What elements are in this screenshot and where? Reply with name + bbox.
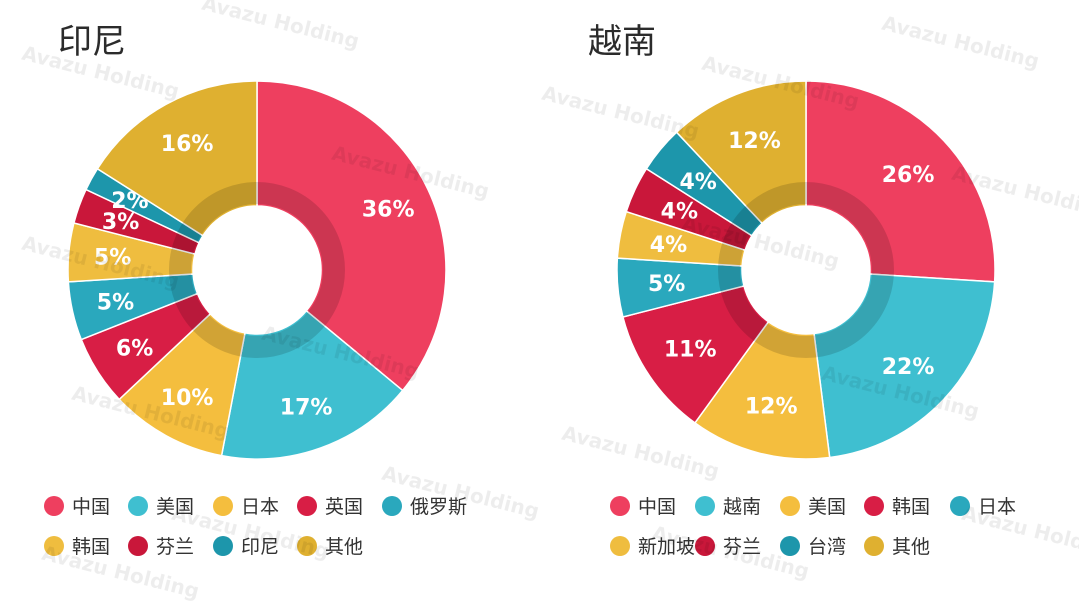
chart-title: 印尼 [58,22,126,62]
data-label-中国: 36% [362,197,415,222]
legend-item: 美国 [780,492,846,519]
legend-swatch [297,535,317,556]
legend-item: 其他 [297,532,363,559]
legend-swatch [610,495,630,516]
legend-label: 越南 [723,496,762,518]
legend-swatch [213,535,233,556]
data-label-越南: 22% [882,355,935,380]
donut-chart-indonesia: 36%17%10%6%5%5%3%2%16% [67,80,447,460]
legend-item: 俄罗斯 [382,492,467,519]
data-label-新加坡: 4% [650,233,687,258]
legend-label: 芬兰 [723,536,762,558]
chart-panel-indonesia: 印尼 36% 17% 10% 6% 5% 5% 3% 2% 16% 中国 美国 日本 英国 俄罗斯 韩国芬… [0,0,540,584]
legend-label: 俄罗斯 [410,496,468,518]
legend-label: 美国 [808,496,847,518]
legend-swatch [610,535,630,556]
data-label-英国: 6% [116,337,153,362]
data-label-芬兰: 3% [102,210,139,235]
legend-indonesia: 中国 美国 日本 英国 俄罗斯韩国 芬兰 印尼 其他 [0,486,540,576]
legend-swatch [695,495,715,516]
legend-swatch [128,535,148,556]
data-label-台湾: 4% [679,170,716,195]
legend-item: 台湾 [780,532,846,559]
legend-item: 美国 [128,492,194,519]
legend-label: 韩国 [892,496,931,518]
inner-shadow-ring [718,182,894,358]
legend-swatch [695,535,715,556]
legend-item: 中国 [44,492,110,519]
legend-swatch [864,495,884,516]
legend-label: 中国 [72,496,111,518]
legend-swatch [297,495,317,516]
legend-item: 韩国 [864,492,930,519]
donut-hole [193,206,321,334]
legend-label: 芬兰 [156,536,195,558]
legend-swatch [864,535,884,556]
legend-item: 越南 [695,492,761,519]
legend-label: 英国 [325,496,364,518]
legend-label: 台湾 [808,536,847,558]
legend-swatch [780,495,800,516]
legend-item: 日本 [213,492,279,519]
legend-label: 日本 [241,496,280,518]
data-label-中国: 26% [882,163,935,188]
data-label-芬兰: 4% [661,199,698,224]
legend-swatch [44,495,64,516]
legend-vietnam: 中国 越南 美国 韩国 日本新加坡 芬兰 台湾 其他 [540,486,1079,576]
legend-label: 其他 [325,536,364,558]
legend-label: 中国 [638,496,677,518]
data-label-韩国: 11% [664,338,717,363]
legend-swatch [780,535,800,556]
data-label-其他: 16% [161,132,214,157]
legend-item: 英国 [297,492,363,519]
legend-item: 中国 [610,492,676,519]
data-label-日本: 10% [161,386,214,411]
data-label-韩国: 5% [94,245,131,270]
donut-chart-vietnam: 26% 22% 12% 11% 5% 4% 4% 4% 12% [616,80,996,460]
legend-swatch [213,495,233,516]
legend-swatch [128,495,148,516]
legend-label: 美国 [156,496,195,518]
donut-hole [742,206,870,334]
chart-panel-vietnam: 越南 26% 22% 12% 11% 5% 4% 4% 4% 12% 中国 越南 美国 韩国 日本 新加坡… [540,0,1079,584]
slice-中国 [256,80,447,392]
legend-label: 日本 [978,496,1017,518]
legend-swatch [950,495,970,516]
legend-item: 日本 [950,492,1016,519]
legend-item: 其他 [864,532,930,559]
legend-item: 芬兰 [695,532,761,559]
legend-label: 新加坡 [638,536,696,558]
legend-swatch [44,535,64,556]
legend-label: 其他 [892,536,931,558]
legend-item: 韩国 [44,532,110,559]
legend-label: 韩国 [72,536,111,558]
legend-item: 印尼 [213,532,279,559]
legend-item: 新加坡 [610,532,695,559]
inner-shadow-ring [169,182,345,358]
data-label-日本: 5% [648,272,685,297]
data-label-其他: 12% [728,129,781,154]
data-label-美国: 12% [745,395,798,420]
data-label-俄罗斯: 5% [97,291,134,316]
legend-item: 芬兰 [128,532,194,559]
legend-swatch [382,495,402,516]
data-label-美国: 17% [280,395,333,420]
legend-label: 印尼 [241,536,280,558]
chart-title: 越南 [588,22,656,62]
